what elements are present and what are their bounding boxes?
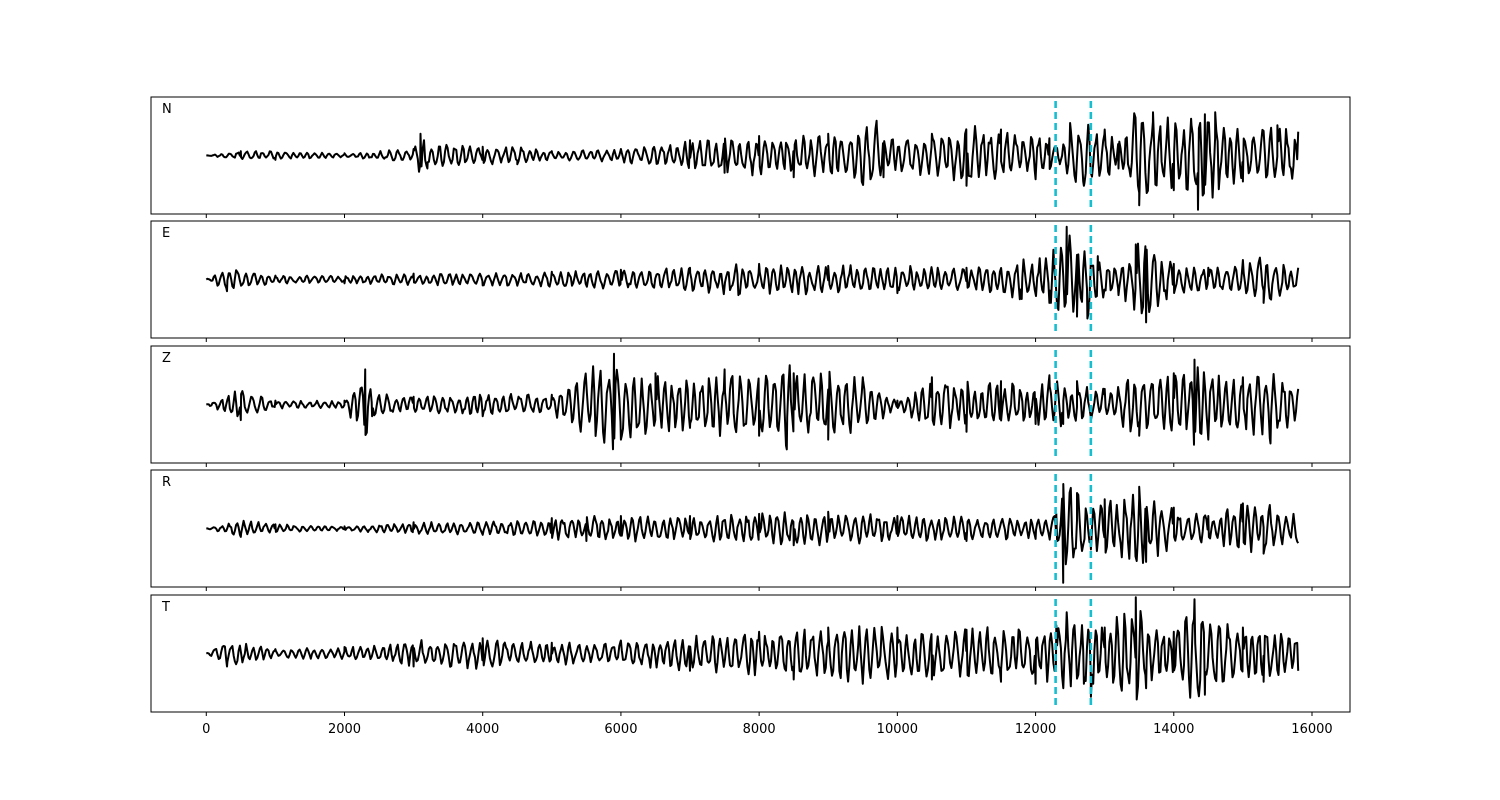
waveform-trace-t	[205, 596, 1300, 701]
axes-frame	[150, 594, 1351, 713]
panel-label: E	[162, 226, 170, 241]
panel-r: R	[150, 469, 1351, 591]
axes-frame	[150, 220, 1351, 339]
waveform-trace-n	[206, 111, 1300, 211]
trace-group-e	[205, 225, 1300, 324]
trace-group-t	[205, 596, 1300, 701]
panel-label: R	[162, 475, 171, 490]
panel-z: Z	[150, 345, 1351, 467]
trace-group-n	[206, 111, 1300, 211]
x-tick-label: 10000	[877, 722, 918, 737]
x-tick-label: 4000	[466, 722, 499, 737]
axes-frame	[150, 345, 1351, 464]
axes-frame	[150, 96, 1351, 215]
panel-label: Z	[162, 351, 171, 366]
panels-group: N E Z R T	[150, 96, 1351, 716]
waveform-trace-r	[206, 483, 1300, 584]
x-tick-label: 12000	[1015, 722, 1056, 737]
x-tick-label: 8000	[743, 722, 776, 737]
waveform-trace-e	[205, 225, 1300, 324]
x-axis: 0 2000 4000 6000 8000 10000 12000 14000 16000	[202, 722, 1333, 737]
panel-t: T	[150, 594, 1351, 716]
x-tick-label: 0	[202, 722, 210, 737]
panel-label: N	[162, 102, 172, 117]
panel-e: E	[150, 220, 1351, 342]
panel-n: N	[150, 96, 1351, 218]
waveform-trace-z	[206, 352, 1300, 451]
trace-group-z	[206, 352, 1300, 451]
axes-frame	[150, 469, 1351, 588]
trace-group-r	[206, 483, 1300, 584]
panel-label: T	[161, 600, 170, 615]
x-tick-label: 2000	[328, 722, 361, 737]
x-tick-label: 16000	[1291, 722, 1332, 737]
x-tick-label: 14000	[1153, 722, 1194, 737]
x-tick-label: 6000	[604, 722, 637, 737]
